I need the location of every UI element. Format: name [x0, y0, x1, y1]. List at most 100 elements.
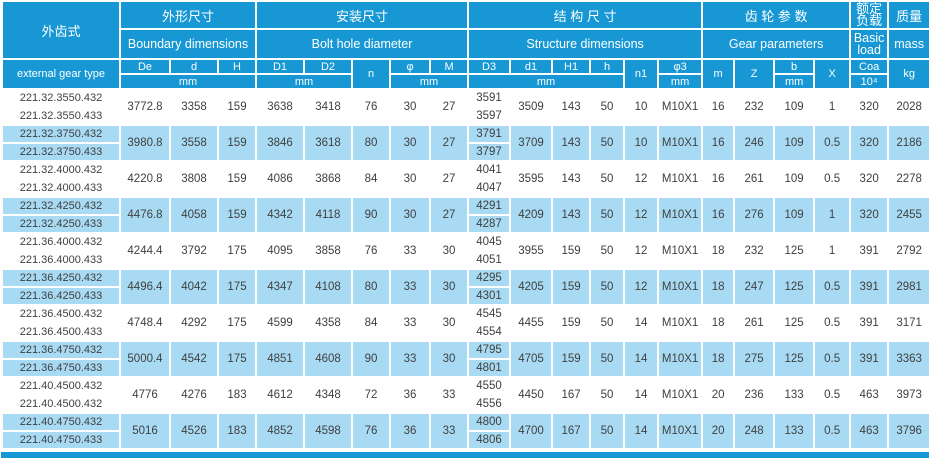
cell-mass: 2455 [887, 196, 930, 234]
cell-b: 109 [773, 160, 816, 198]
header-type-cn: 外齿式 [1, 0, 121, 60]
cell-phi: 33 [389, 268, 432, 306]
header-structure-cn: 结 构 尺 寸 [467, 0, 704, 30]
cell-h: 50 [589, 124, 626, 162]
col-h: h [589, 58, 626, 75]
cell-b: 133 [773, 376, 816, 414]
cell-m: 16 [701, 88, 736, 126]
cell-Z: 246 [733, 124, 776, 162]
cell-d: 3792 [169, 232, 219, 270]
cell-d: 4292 [169, 304, 219, 342]
table-body: 221.32.3550.432 3772.8 3358 159 3638 3418 76 30… [1, 88, 930, 450]
cell-type: 221.36.4000.432 [1, 232, 121, 252]
cell-d: 3558 [169, 124, 219, 162]
cell-H: 175 [216, 268, 258, 306]
cell-type: 221.36.4250.432 [1, 268, 121, 288]
cell-D2: 3618 [303, 124, 354, 162]
cell-b: 109 [773, 88, 816, 126]
cell-D3: 4806 [467, 430, 512, 450]
cell-mass: 2278 [887, 160, 930, 198]
cell-Coa: 391 [849, 232, 890, 270]
cell-n: 84 [351, 160, 392, 198]
cell-type: 221.32.3750.433 [1, 142, 121, 162]
unit-mm-d1d2: mm [255, 73, 354, 90]
cell-De: 4476.8 [119, 196, 171, 234]
cell-D3: 3597 [467, 106, 512, 126]
cell-D3: 4801 [467, 358, 512, 378]
cell-d1: 4705 [509, 340, 554, 378]
cell-type: 221.36.4500.432 [1, 304, 121, 324]
cell-mass: 3973 [887, 376, 930, 414]
cell-mass: 3171 [887, 304, 930, 342]
gear-spec-table: 外齿式 外形尺寸 安装尺寸 结 构 尺 寸 齿 轮 参 数 额定负载 质量 Bo… [1, 0, 930, 450]
cell-D3: 4287 [467, 214, 512, 234]
col-H: H [216, 58, 258, 75]
cell-D2: 3868 [303, 160, 354, 198]
cell-M: 33 [429, 412, 470, 450]
cell-type: 221.32.4000.432 [1, 160, 121, 180]
cell-H1: 159 [551, 304, 592, 342]
cell-b: 125 [773, 340, 816, 378]
cell-H1: 143 [551, 124, 592, 162]
col-D1: D1 [255, 58, 306, 75]
cell-d1: 3595 [509, 160, 554, 198]
cell-phi: 36 [389, 376, 432, 414]
cell-mass: 2186 [887, 124, 930, 162]
cell-phi: 36 [389, 412, 432, 450]
cell-phi: 30 [389, 196, 432, 234]
cell-M: 33 [429, 376, 470, 414]
cell-Coa: 320 [849, 124, 890, 162]
cell-M: 27 [429, 160, 470, 198]
cell-D3: 4556 [467, 394, 512, 414]
cell-type: 221.32.4250.433 [1, 214, 121, 234]
cell-X: 0.5 [813, 304, 852, 342]
cell-n: 90 [351, 196, 392, 234]
cell-H1: 143 [551, 160, 592, 198]
cell-Coa: 463 [849, 412, 890, 450]
cell-n: 84 [351, 304, 392, 342]
cell-D3: 4545 [467, 304, 512, 324]
cell-D3: 4301 [467, 286, 512, 306]
cell-n: 76 [351, 88, 392, 126]
cell-M: 30 [429, 304, 470, 342]
cell-D3: 4291 [467, 196, 512, 216]
cell-type: 221.36.4500.433 [1, 322, 121, 342]
col-b: b [773, 58, 816, 75]
cell-D2: 4608 [303, 340, 354, 378]
cell-mass: 3796 [887, 412, 930, 450]
cell-D1: 4851 [255, 340, 306, 378]
cell-phi: 33 [389, 232, 432, 270]
header-mass-en: mass [887, 28, 930, 60]
cell-phi: 30 [389, 160, 432, 198]
cell-mass: 2028 [887, 88, 930, 126]
cell-D3: 4047 [467, 178, 512, 198]
cell-H: 175 [216, 304, 258, 342]
header-bolt-cn: 安装尺寸 [255, 0, 470, 30]
header-structure-en: Structure dimensions [467, 28, 704, 60]
cell-h: 50 [589, 412, 626, 450]
table-header: 外齿式 外形尺寸 安装尺寸 结 构 尺 寸 齿 轮 参 数 额定负载 质量 Bo… [1, 0, 930, 90]
cell-n1: 12 [623, 268, 660, 306]
cell-mass: 3363 [887, 340, 930, 378]
cell-H: 159 [216, 196, 258, 234]
cell-mass: 2981 [887, 268, 930, 306]
cell-H1: 167 [551, 412, 592, 450]
cell-D3: 4041 [467, 160, 512, 180]
cell-n: 72 [351, 376, 392, 414]
unit-mm-b: mm [773, 73, 816, 90]
cell-H1: 143 [551, 88, 592, 126]
cell-n: 80 [351, 124, 392, 162]
cell-X: 0.5 [813, 376, 852, 414]
cell-d1: 4700 [509, 412, 554, 450]
col-phi: φ [389, 58, 432, 75]
cell-h: 50 [589, 160, 626, 198]
unit-mm-phi3: mm [657, 73, 704, 90]
cell-De: 5016 [119, 412, 171, 450]
cell-d: 3808 [169, 160, 219, 198]
cell-phi: 30 [389, 88, 432, 126]
header-mass-cn: 质量 [887, 0, 930, 30]
cell-M: 30 [429, 340, 470, 378]
cell-n1: 14 [623, 340, 660, 378]
cell-h: 50 [589, 232, 626, 270]
cell-D1: 4086 [255, 160, 306, 198]
